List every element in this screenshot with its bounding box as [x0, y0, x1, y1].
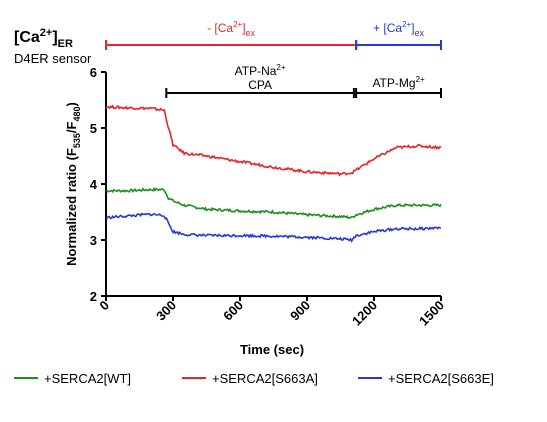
y-tick-label: 6	[90, 65, 97, 80]
axes	[105, 72, 441, 297]
period-label: - [Ca2+]ex	[207, 20, 255, 38]
chart-title: [Ca2+]ER	[14, 27, 73, 50]
y-axis-label: Normalized ratio (F535/F480)	[64, 102, 82, 266]
x-tick-label: 300	[153, 298, 179, 324]
treatment-label: ATP-Mg2+	[372, 75, 425, 90]
y-tick-label: 3	[90, 233, 97, 248]
series-line-2	[105, 212, 442, 243]
y-tick-label: 5	[90, 121, 97, 136]
x-tick-label: 1500	[416, 298, 447, 329]
legend-label: +SERCA2[S663E]	[388, 371, 494, 386]
y-tick-label: 4	[90, 177, 98, 192]
series-line-1	[105, 104, 442, 177]
y-ticks: 2 3 4 5 6	[90, 65, 106, 304]
series-group	[105, 104, 442, 243]
treatment-annotations: ATP-Na2+CPA ATP-Mg2+	[165, 63, 442, 98]
chart-subtitle: D4ER sensor	[14, 51, 92, 66]
legend-label: +SERCA2[WT]	[44, 371, 131, 386]
series-line-0	[105, 186, 442, 220]
x-tick-label: 600	[220, 298, 246, 324]
x-tick-label: 0	[96, 298, 112, 314]
legend: +SERCA2[WT] +SERCA2[S663A] +SERCA2[S663E]	[14, 371, 494, 386]
x-tick-label: 900	[287, 298, 313, 324]
period-annotations: - [Ca2+]ex + [Ca2+]ex	[105, 20, 442, 50]
x-ticks: 0 300 600 900 1200 1500	[96, 296, 447, 329]
treatment-label: ATP-Na2+	[235, 63, 286, 78]
y-tick-label: 2	[90, 289, 97, 304]
treatment-label-line2: CPA	[248, 78, 272, 92]
period-label: + [Ca2+]ex	[373, 20, 424, 38]
x-axis-label: Time (sec)	[240, 342, 304, 357]
x-tick-label: 1200	[349, 298, 380, 329]
legend-label: +SERCA2[S663A]	[212, 371, 318, 386]
